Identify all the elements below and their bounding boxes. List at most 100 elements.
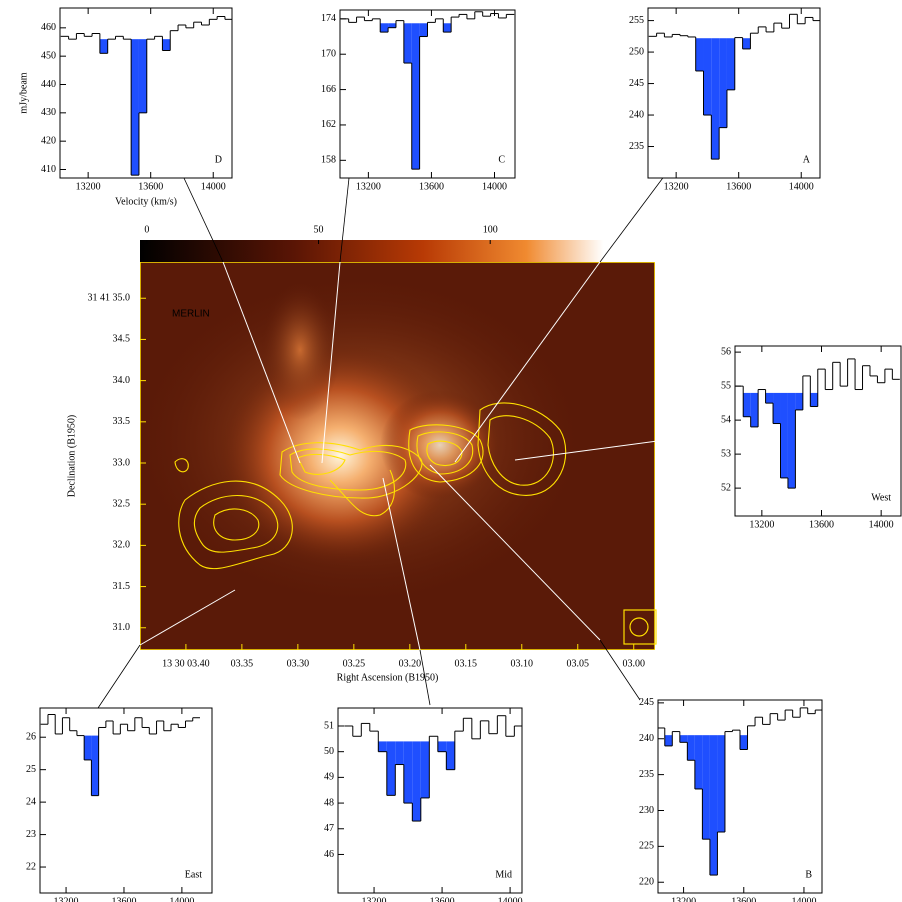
y-tick-label: 430 (41, 107, 56, 118)
x-axis-label: Right Ascension (B1950) (337, 672, 439, 683)
x-tick-label: 14000 (869, 519, 894, 530)
y-tick-label: 230 (639, 805, 654, 816)
x-tick-label: 13600 (138, 181, 163, 192)
absorption-fill (84, 736, 91, 760)
absorption-fill (412, 741, 421, 821)
x-tick-label: 13200 (749, 519, 774, 530)
y-tick-label: 26 (26, 732, 36, 743)
y-tick-label: 46 (324, 849, 334, 860)
panel-label: West (871, 492, 891, 503)
absorption-fill (751, 393, 758, 427)
absorption-fill (412, 23, 420, 169)
x-tick-label: 13600 (430, 896, 455, 902)
y-axis-label: Declination (B1950) (66, 415, 77, 497)
absorption-fill (743, 38, 751, 49)
absorption-fill (404, 23, 412, 63)
absorption-fill (680, 735, 688, 742)
absorption-fill (443, 23, 451, 32)
y-axis-label: mJy/beam (18, 72, 29, 113)
x-tick-label: 13200 (362, 896, 387, 902)
y-tick-label: 32.5 (113, 498, 131, 509)
x-tick-label: 14000 (789, 181, 814, 192)
absorption-fill (687, 735, 695, 760)
y-tick-label: 48 (324, 797, 334, 808)
absorption-fill (727, 38, 735, 90)
y-tick-label: 162 (321, 119, 336, 130)
x-tick-label: 03.35 (231, 658, 254, 669)
panel (338, 708, 522, 893)
panel-label: East (185, 869, 202, 880)
image (130, 240, 656, 650)
x-tick-label: 13600 (419, 181, 444, 192)
y-tick-label: 174 (321, 13, 336, 24)
y-tick-label: 170 (321, 49, 336, 60)
figure: 13 30 03.4003.3503.3003.2503.2003.1503.1… (0, 0, 902, 902)
y-tick-label: 440 (41, 79, 56, 90)
absorption-fill (446, 741, 455, 769)
absorption-fill (665, 735, 673, 746)
y-tick-label: 31.0 (113, 622, 131, 633)
colorbar (140, 240, 655, 262)
y-tick-label: 240 (639, 733, 654, 744)
absorption-fill (710, 735, 718, 875)
y-tick-label: 23 (26, 829, 36, 840)
x-tick-label: 03.00 (622, 658, 645, 669)
y-tick-label: 54 (721, 414, 731, 425)
absorption-fill (704, 38, 712, 115)
y-tick-label: 158 (321, 155, 336, 166)
y-tick-label: 25 (26, 764, 36, 775)
y-tick-label: 33.0 (113, 457, 131, 468)
colorbar-tick-label: 50 (314, 224, 324, 235)
x-tick-label: 03.20 (399, 658, 422, 669)
y-tick-label: 450 (41, 50, 56, 61)
y-tick-label: 220 (639, 877, 654, 888)
y-tick-label: 245 (639, 697, 654, 708)
absorption-fill (695, 735, 703, 789)
x-tick-label: 13200 (76, 181, 101, 192)
x-tick-label: 13600 (111, 896, 136, 902)
y-tick-label: 31.5 (113, 581, 131, 592)
x-tick-label: 13600 (809, 519, 834, 530)
y-tick-label: 166 (321, 84, 336, 95)
x-axis-label: Velocity (km/s) (115, 196, 177, 207)
x-tick-label: 14000 (498, 896, 523, 902)
absorption-fill (438, 741, 447, 751)
absorption-fill (162, 39, 170, 50)
absorption-fill (395, 741, 404, 764)
absorption-fill (404, 741, 413, 803)
y-tick-label: 53 (721, 448, 731, 459)
y-tick-label: 47 (324, 823, 334, 834)
x-tick-label: 03.30 (287, 658, 310, 669)
absorption-fill (795, 393, 802, 410)
absorption-fill (388, 23, 396, 27)
absorption-fill (387, 741, 396, 795)
panel-label: A (803, 154, 811, 165)
x-tick-label: 13600 (731, 896, 756, 902)
colorbar-tick-label: 0 (144, 224, 149, 235)
x-tick-label: 03.10 (511, 658, 534, 669)
y-tick-label: 22 (26, 861, 36, 872)
panel-label: C (498, 154, 505, 165)
x-tick-label: 03.05 (567, 658, 590, 669)
absorption-fill (740, 735, 748, 749)
y-tick-label: 245 (629, 78, 644, 89)
x-tick-label: 13200 (54, 896, 79, 902)
y-tick-label: 49 (324, 772, 334, 783)
absorption-fill (773, 393, 780, 424)
x-tick-label: 13 30 03.40 (162, 658, 210, 669)
absorption-fill (696, 38, 704, 71)
y-tick-label: 50 (324, 746, 334, 757)
y-tick-label: 32.0 (113, 540, 131, 551)
absorption-fill (788, 393, 795, 488)
panel-label: B (805, 869, 812, 880)
absorption-fill (131, 39, 139, 175)
y-tick-label: 240 (629, 109, 644, 120)
absorption-fill (810, 393, 817, 407)
colorbar-tick-label: 100 (483, 224, 498, 235)
annotation: MERLIN (172, 309, 210, 320)
panel-label: Mid (495, 869, 512, 880)
absorption-fill (702, 735, 710, 839)
y-tick-label: 235 (629, 141, 644, 152)
y-tick-label: 420 (41, 135, 56, 146)
y-tick-label: 460 (41, 22, 56, 33)
